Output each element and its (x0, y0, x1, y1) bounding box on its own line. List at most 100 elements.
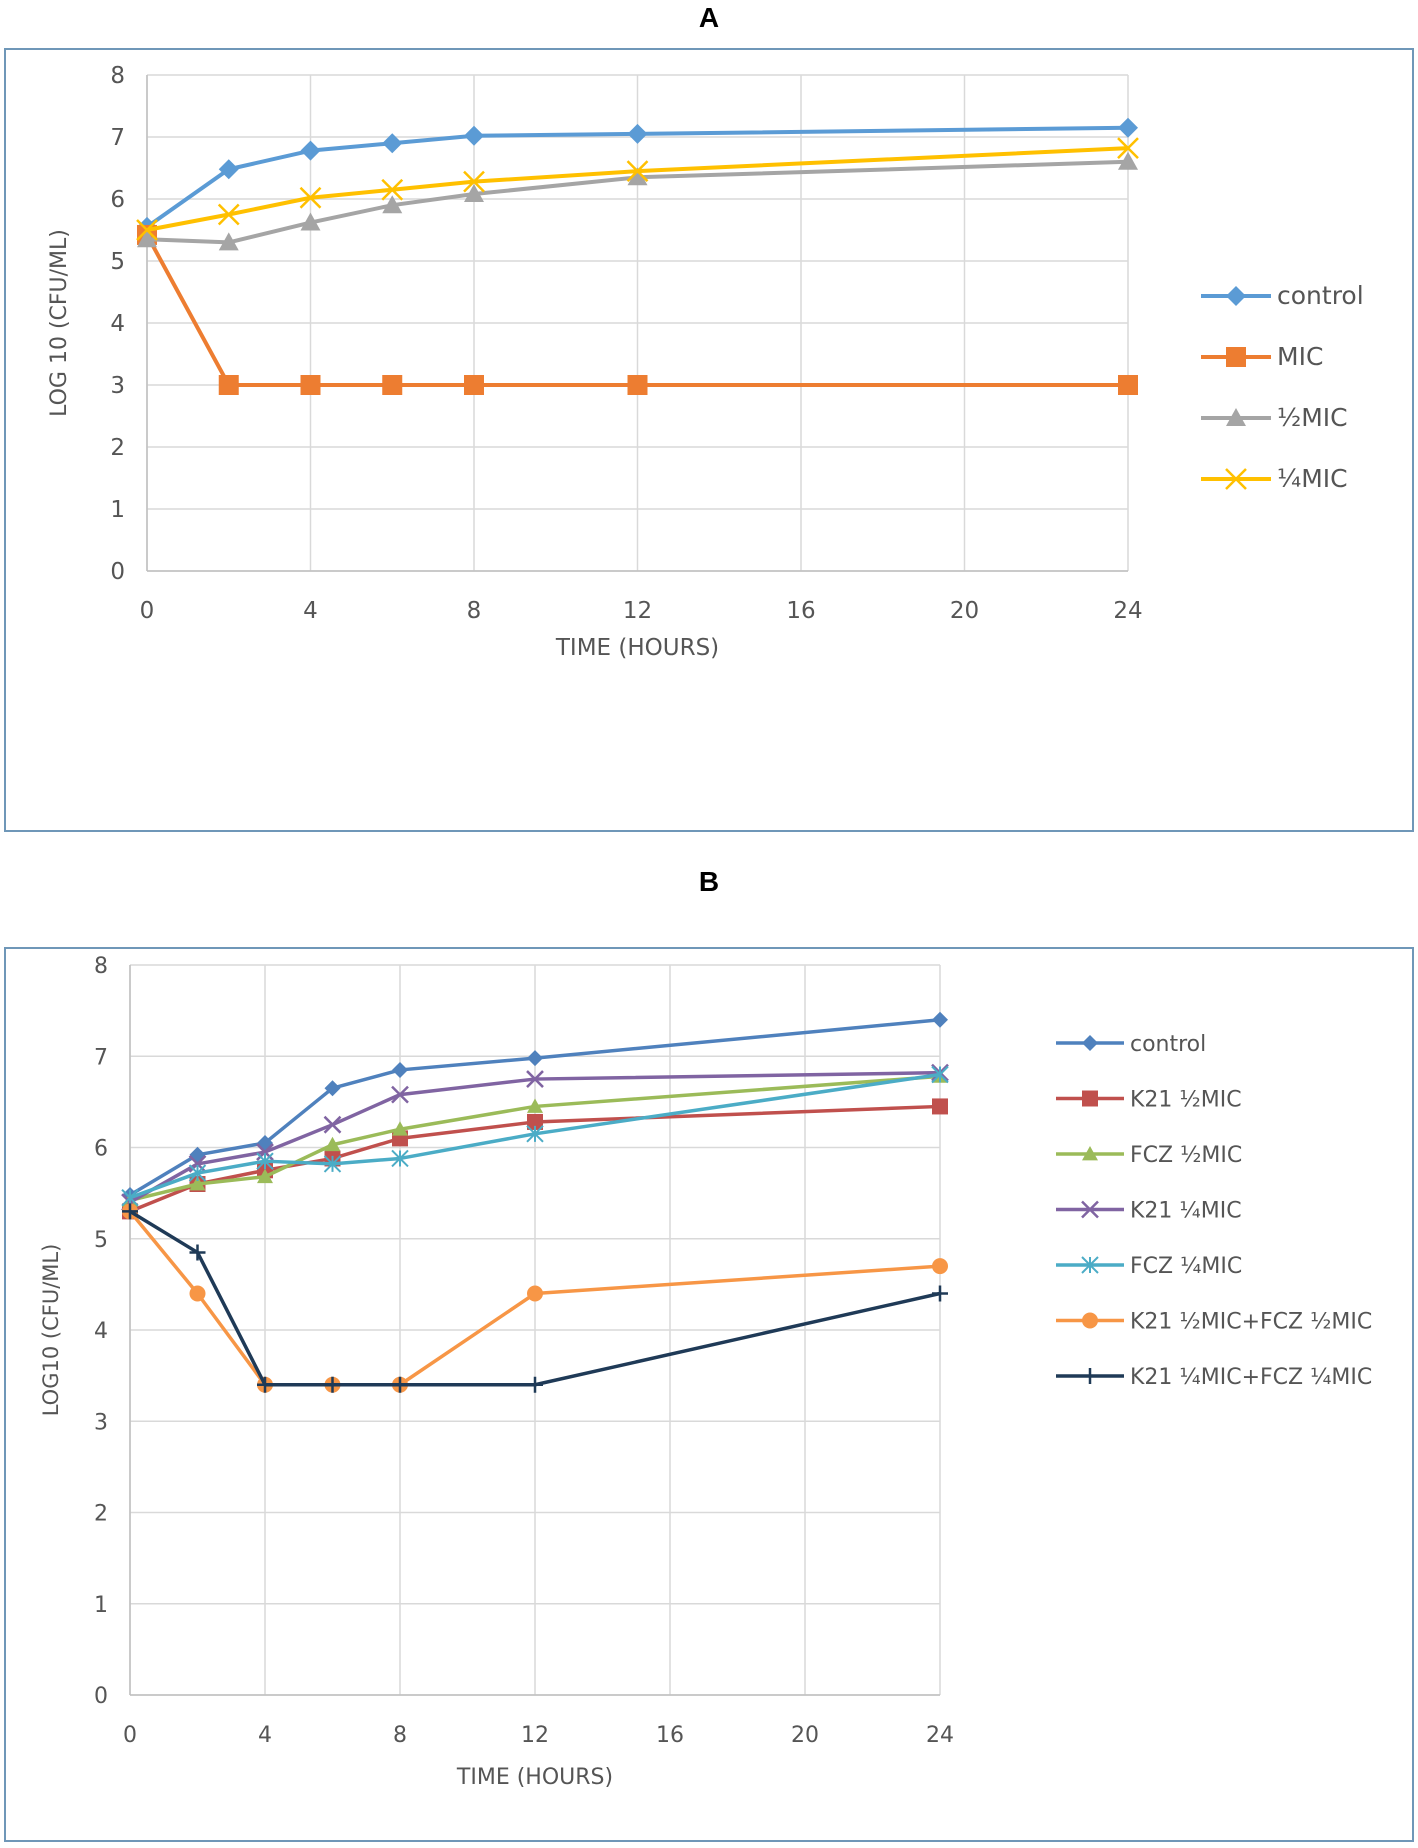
chart-a-series-mic-point (627, 375, 648, 395)
chart-a-ytick-label: 8 (110, 63, 125, 89)
chart-b-series-control-point (392, 1061, 408, 1078)
chart-a-series-control-point (1118, 117, 1138, 138)
chart-a-series-control-point (218, 159, 239, 180)
chart-b-ytick-label: 2 (94, 1502, 108, 1527)
chart-a-legend-item: ½MIC (1201, 403, 1348, 432)
chart-b-series-fcz-quartermic (121, 1065, 949, 1207)
chart-b-legend: control K21 ½MIC FCZ ½MIC K21 ¼MIC FCZ ¼MIC K… (1056, 1032, 1372, 1390)
chart-b-series-k21-quartermic-point (526, 1070, 544, 1088)
chart-a-series-mic-point (218, 375, 239, 395)
chart-a-xlabel: TIME (HOURS) (555, 635, 719, 661)
chart-a-series-halfmic-point (464, 184, 484, 203)
chart-b-series-fcz-halfmic-point (189, 1176, 206, 1191)
chart-b-grid (129, 964, 941, 1696)
chart-a-series-quartermic-point (299, 186, 322, 209)
chart-b-legend-label: K21 ½MIC+FCZ ½MIC (1130, 1310, 1372, 1335)
chart-b-series-fcz-quartermic-point (931, 1065, 949, 1084)
chart-b-legend-item: K21 ¼MIC (1056, 1199, 1242, 1224)
chart-b-series-control-point (189, 1146, 206, 1163)
chart-b-legend-marker (1081, 1256, 1099, 1274)
chart-b-series-fcz-quartermic-point (121, 1188, 139, 1207)
chart-b-legend-marker (1081, 1200, 1099, 1219)
chart-a-series-mic-point (382, 375, 403, 395)
chart-b-legend-label: K21 ¼MIC (1130, 1199, 1242, 1224)
chart-b-series-fcz-halfmic (122, 1068, 948, 1207)
chart-b-series-fcz-halfmic-point (527, 1098, 543, 1113)
chart-a-ytick-label: 0 (110, 559, 125, 585)
chart-a-xtick-label: 20 (950, 598, 979, 624)
chart-b-legend-label: control (1130, 1032, 1206, 1057)
chart-a-series-halfmic-point (1118, 151, 1138, 170)
chart-b-ytick-label: 6 (94, 1137, 108, 1162)
chart-a-series-halfmic-point (627, 167, 648, 186)
chart-a-xtick-label: 24 (1113, 598, 1142, 624)
chart-a-legend-marker (1226, 408, 1246, 426)
chart-b-legend-marker (1082, 1368, 1098, 1384)
chart-a-xtick-label: 8 (467, 598, 482, 624)
chart-a-xtick-label: 0 (140, 598, 155, 624)
chart-b-legend-marker (1082, 1312, 1098, 1329)
chart-b-series-k21-quartermic-fcz-quartermic-point (189, 1244, 206, 1261)
chart-b-legend-marker (1082, 1035, 1098, 1051)
chart-a-xtick-label: 4 (303, 598, 318, 624)
chart-b-legend-marker (1082, 1146, 1098, 1161)
chart-b-series-fcz-quartermic-point (256, 1152, 274, 1170)
chart-a-series-control-point (464, 125, 484, 146)
chart-a-legend-marker (1226, 286, 1246, 306)
chart-b-legend-item: K21 ½MIC (1056, 1088, 1242, 1113)
chart-a-legend-marker (1225, 468, 1247, 490)
chart-b-legend-label: K21 ½MIC (1130, 1088, 1242, 1113)
chart-b-xtick-label: 4 (258, 1723, 272, 1748)
chart-b-xtick-label: 8 (393, 1723, 407, 1748)
chart-b-series-fcz-quartermic-point (526, 1125, 544, 1143)
chart-a-frame: 0 1 2 3 4 5 6 7 8 0 4 8 12 16 20 24 TIME (HOURS) LOG 10 (… (4, 48, 1414, 832)
chart-b-legend-label: FCZ ¼MIC (1130, 1254, 1242, 1279)
chart-a-series-quartermic (136, 137, 1139, 241)
chart-a-legend-item: control (1201, 281, 1364, 310)
chart-b-series-control-point (527, 1050, 543, 1067)
chart-a-ytick-label: 6 (110, 187, 125, 213)
chart-a-series-mic-point (300, 375, 321, 395)
chart-a-series-halfmic (137, 151, 1138, 251)
chart-b-ytick-label: 0 (94, 1684, 108, 1709)
chart-b-ylabel: LOG10 (CFU/ML) (39, 1244, 63, 1417)
chart-a-series-halfmic-point (137, 229, 157, 248)
chart-a-ytick-label: 1 (110, 497, 125, 523)
chart-a-series-halfmic-point (300, 212, 321, 231)
chart-a-ytick-label: 7 (110, 125, 125, 151)
chart-a-legend-label: MIC (1277, 342, 1323, 371)
chart-a-legend-label: control (1277, 281, 1364, 310)
chart-b-legend-item: control (1056, 1032, 1206, 1057)
chart-a-series-halfmic-point (382, 195, 403, 214)
chart-a-grid (146, 74, 1129, 572)
chart-a-legend-item: MIC (1201, 342, 1323, 371)
chart-a-ylabel: LOG 10 (CFU/ML) (47, 229, 72, 417)
chart-b-ytick-label: 8 (94, 954, 108, 979)
chart-b-legend-item: K21 ¼MIC+FCZ ¼MIC (1056, 1365, 1372, 1390)
chart-a-ytick-label: 2 (110, 435, 125, 461)
chart-b-ytick-label: 4 (94, 1319, 108, 1344)
chart-a-legend: control MIC ½MIC ¼MIC (1201, 281, 1364, 493)
chart-a-series-quartermic-point (626, 160, 649, 182)
chart-a-ytick-label: 3 (110, 373, 125, 399)
chart-b-xtick-label: 0 (123, 1723, 137, 1748)
chart-b-series-k21-halfmic-fcz-halfmic-point (189, 1285, 206, 1302)
chart-b-legend-label: K21 ¼MIC+FCZ ¼MIC (1130, 1365, 1372, 1390)
chart-a-legend-item: ¼MIC (1201, 464, 1348, 493)
chart-b-series-control-point (324, 1080, 341, 1097)
chart-a-series-control-point (382, 133, 403, 154)
chart-a-series-quartermic-point (381, 178, 404, 201)
chart-b-xtick-label: 24 (926, 1723, 954, 1748)
chart-b-series-fcz-halfmic-point (257, 1168, 273, 1184)
chart-b-series-k21-quartermic-fcz-quartermic-point (392, 1376, 408, 1393)
chart-a-ytick-label: 5 (110, 249, 125, 275)
chart-b-series-fcz-quartermic-point (323, 1155, 342, 1173)
chart-b-legend-label: FCZ ½MIC (1130, 1143, 1242, 1168)
chart-b-legend-item: FCZ ½MIC (1056, 1143, 1242, 1168)
chart-b-ytick-label: 7 (94, 1045, 108, 1070)
chart-b-series-fcz-halfmic-point (392, 1121, 408, 1136)
chart-a-xtick-label: 16 (786, 598, 815, 624)
chart-a-series-quartermic-point (217, 203, 240, 226)
chart-b-ytick-label: 1 (94, 1593, 108, 1618)
